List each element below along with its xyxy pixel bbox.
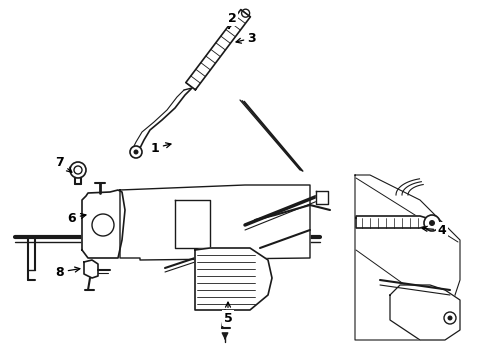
Polygon shape	[354, 175, 459, 340]
Polygon shape	[120, 185, 309, 260]
Text: 4: 4	[421, 224, 446, 237]
Polygon shape	[389, 285, 459, 340]
Circle shape	[92, 214, 114, 236]
Polygon shape	[175, 200, 209, 248]
Circle shape	[70, 162, 86, 178]
Text: 8: 8	[56, 266, 80, 279]
Text: 7: 7	[56, 156, 72, 172]
Circle shape	[133, 149, 138, 154]
Polygon shape	[315, 191, 327, 204]
Circle shape	[423, 215, 439, 231]
Polygon shape	[82, 190, 125, 258]
Text: 5: 5	[223, 302, 232, 324]
Polygon shape	[84, 260, 98, 278]
Text: 6: 6	[67, 211, 86, 225]
Circle shape	[443, 312, 455, 324]
Circle shape	[447, 315, 451, 320]
Circle shape	[130, 146, 142, 158]
Polygon shape	[195, 248, 271, 310]
Circle shape	[428, 220, 434, 226]
Text: 1: 1	[150, 141, 171, 154]
Polygon shape	[355, 216, 435, 228]
Text: 2: 2	[227, 12, 236, 28]
Polygon shape	[185, 10, 250, 90]
Text: 3: 3	[236, 31, 256, 45]
